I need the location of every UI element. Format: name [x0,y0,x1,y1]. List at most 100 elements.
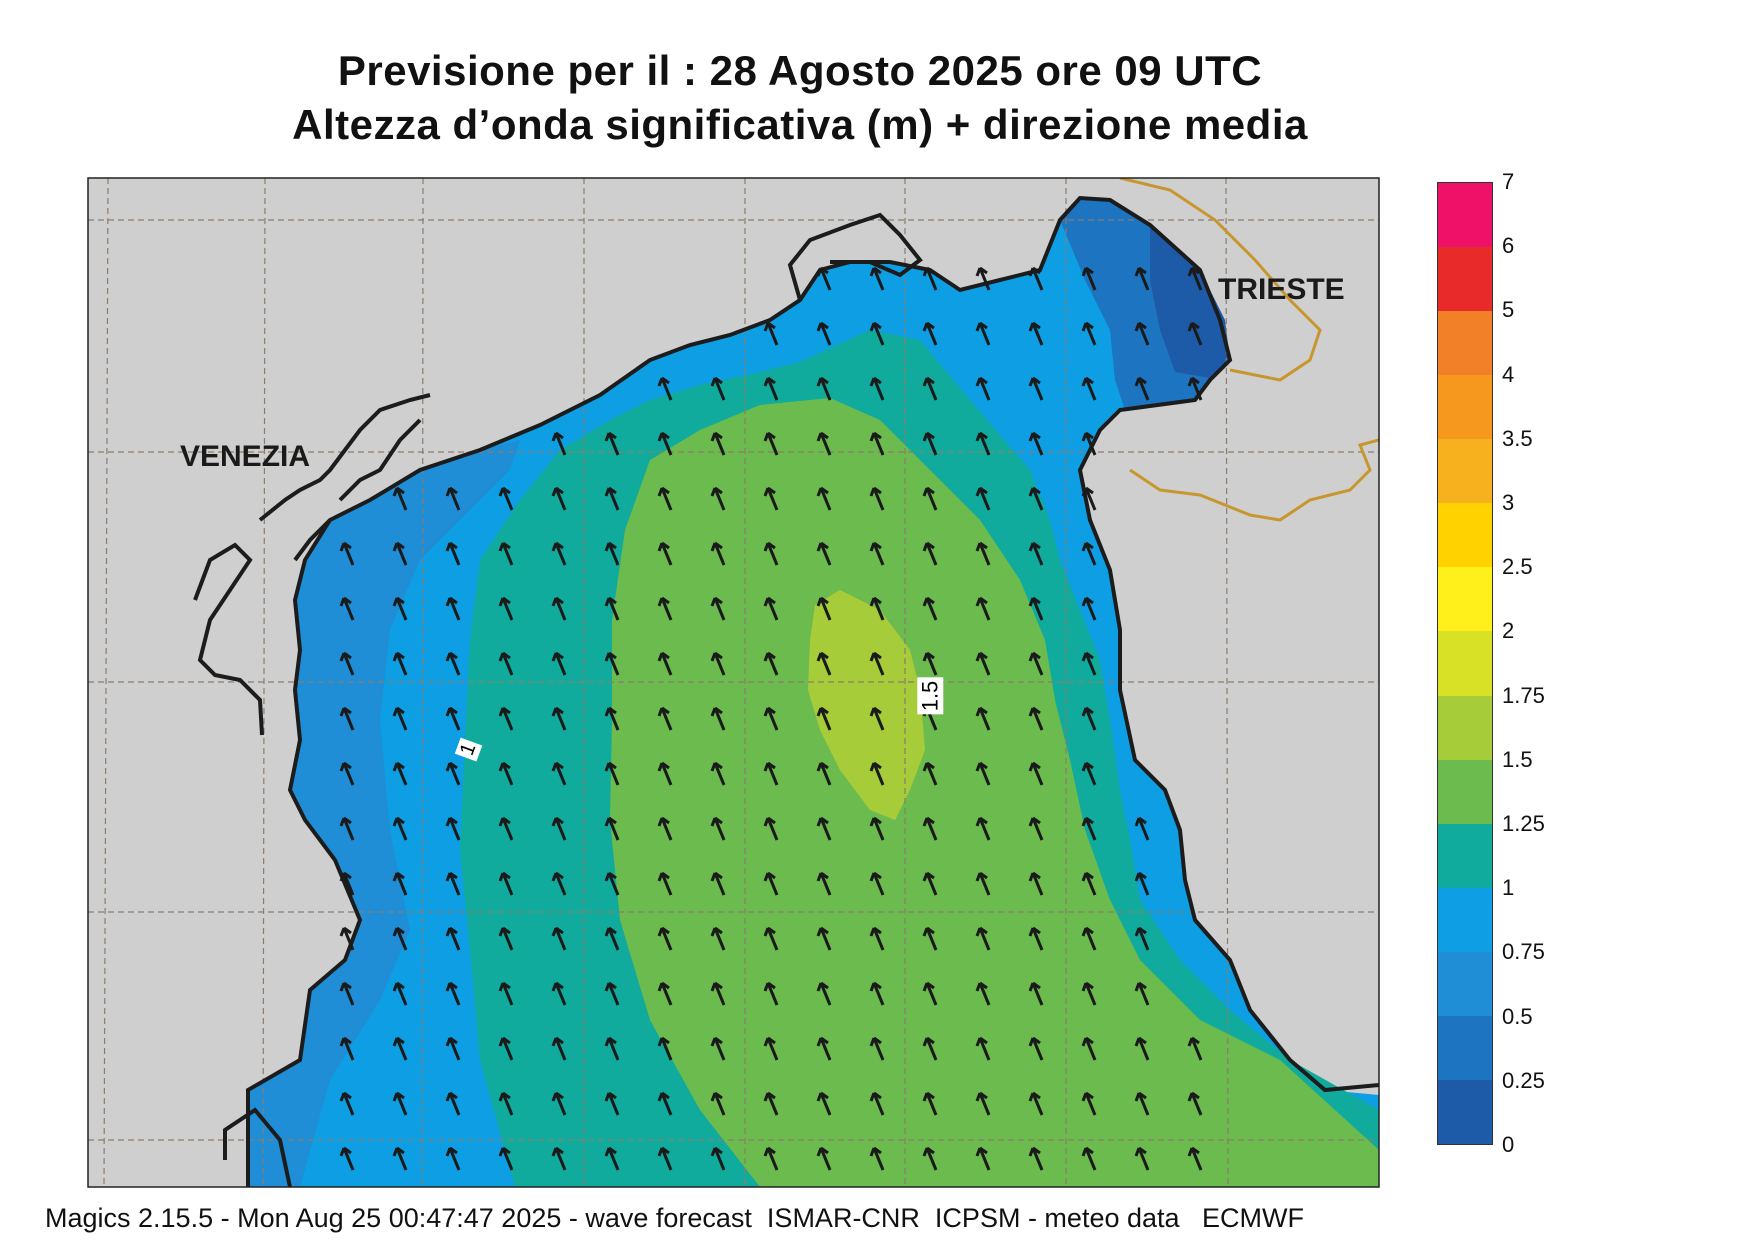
map-title: Previsione per il : 28 Agosto 2025 ore 0… [337,47,1263,94]
wave-direction-arrow [763,816,779,841]
wave-direction-arrow [816,376,832,401]
wave-direction-arrow [710,1146,726,1171]
wave-direction-arrow [498,926,514,951]
wave-direction-arrow [604,706,620,731]
wave-direction-arrow [604,541,620,566]
wave-direction-arrow [922,486,938,511]
wave-direction-arrow [763,1036,779,1061]
wave-direction-arrow [657,926,673,951]
wave-direction-arrow [1028,596,1044,621]
wave-direction-arrow [816,926,832,951]
wave-direction-arrow [1028,871,1044,896]
legend-tick-label: 3 [1502,490,1515,515]
wave-direction-arrows [339,266,1203,1171]
wave-direction-arrow [922,871,938,896]
wave-direction-arrow [975,706,991,731]
wave-direction-arrow [339,706,355,731]
wave-direction-arrow [657,1091,673,1116]
wave-direction-arrow [763,376,779,401]
wave-direction-arrow [551,1091,567,1116]
wave-direction-arrow [1134,981,1150,1006]
wave-direction-arrow [922,321,938,346]
legend-tick-label: 2 [1502,618,1515,644]
wave-direction-arrow [551,761,567,786]
wave-direction-arrow [710,431,726,456]
wave-direction-arrow [339,596,355,621]
wave-direction-arrow [869,596,885,621]
wave-direction-arrow [975,761,991,786]
wave-direction-arrow [763,871,779,896]
wave-direction-arrow [922,981,938,1006]
legend-tick-label: 0.75 [1502,939,1545,965]
wave-direction-arrow [1081,376,1097,401]
wave-direction-arrow [392,596,408,621]
legend-tick-label: 0 [1502,1132,1515,1157]
wave-direction-arrow [445,926,461,951]
wave-direction-arrow [922,1091,938,1116]
legend-tick-label: 7 [1502,169,1515,194]
wave-direction-arrow [1187,266,1203,291]
wave-direction-arrow [604,651,620,676]
wave-direction-arrow [498,486,514,511]
wave-direction-arrow [1081,816,1097,841]
wave-direction-arrow [657,871,673,896]
wave-direction-arrow [392,706,408,731]
legend-swatch [1438,759,1492,824]
wave-direction-arrow [551,1036,567,1061]
wave-direction-arrow [445,981,461,1006]
wave-direction-arrow [1081,651,1097,676]
wave-direction-arrow [551,486,567,511]
wave-direction-arrow [922,541,938,566]
wave-direction-arrow [710,541,726,566]
wave-direction-arrow [816,706,832,731]
wave-direction-arrow [869,1036,885,1061]
wave-direction-arrow [763,1146,779,1171]
legend-tick-label: 0.25 [1502,1067,1545,1093]
wave-direction-arrow [445,596,461,621]
wave-direction-arrow [816,871,832,896]
wave-direction-arrow [498,816,514,841]
wave-direction-arrow [1028,706,1044,731]
wave-direction-arrow [392,871,408,896]
country-border [1119,178,1379,522]
map-frame [87,177,1380,1188]
wave-direction-arrow [763,761,779,786]
wave-direction-arrow [551,706,567,731]
wave-direction-arrow [975,376,991,401]
wave-direction-arrow [975,871,991,896]
wave-direction-arrow [1028,816,1044,841]
legend-tick-label: 6 [1502,233,1515,259]
wave-direction-arrow [445,651,461,676]
wave-direction-arrow [1081,1146,1097,1171]
legend-tick-label: 4 [1502,361,1515,387]
legend-tick-label: 5 [1502,297,1515,323]
wave-band-0-5 [248,440,520,1187]
wave-direction-arrow [869,321,885,346]
wave-direction-arrow [763,431,779,456]
wave-direction-arrow [657,596,673,621]
wave-direction-arrow [922,651,938,676]
wave-direction-arrow [816,981,832,1006]
wave-direction-arrow [816,321,832,346]
wave-direction-arrow [1134,1091,1150,1116]
wave-direction-arrow [498,651,514,676]
wave-direction-arrow [1081,761,1097,786]
wave-direction-arrow [551,981,567,1006]
wave-direction-arrow [498,706,514,731]
legend-swatch [1438,631,1492,696]
wave-direction-arrow [1134,926,1150,951]
legend-tick-label: 1 [1502,875,1515,901]
wave-direction-arrow [710,486,726,511]
wave-direction-arrow [657,541,673,566]
wave-direction-arrow [1081,706,1097,731]
wave-direction-arrow [551,1146,567,1171]
wave-direction-arrow [604,1146,620,1171]
wave-direction-arrow [975,431,991,456]
wave-direction-arrow [392,1036,408,1061]
wave-direction-arrow [498,1036,514,1061]
wave-direction-arrow [339,541,355,566]
wave-direction-arrow [763,321,779,346]
legend-tick-label: 2.5 [1502,554,1533,580]
wave-direction-arrow [1028,981,1044,1006]
wave-direction-arrow [604,871,620,896]
